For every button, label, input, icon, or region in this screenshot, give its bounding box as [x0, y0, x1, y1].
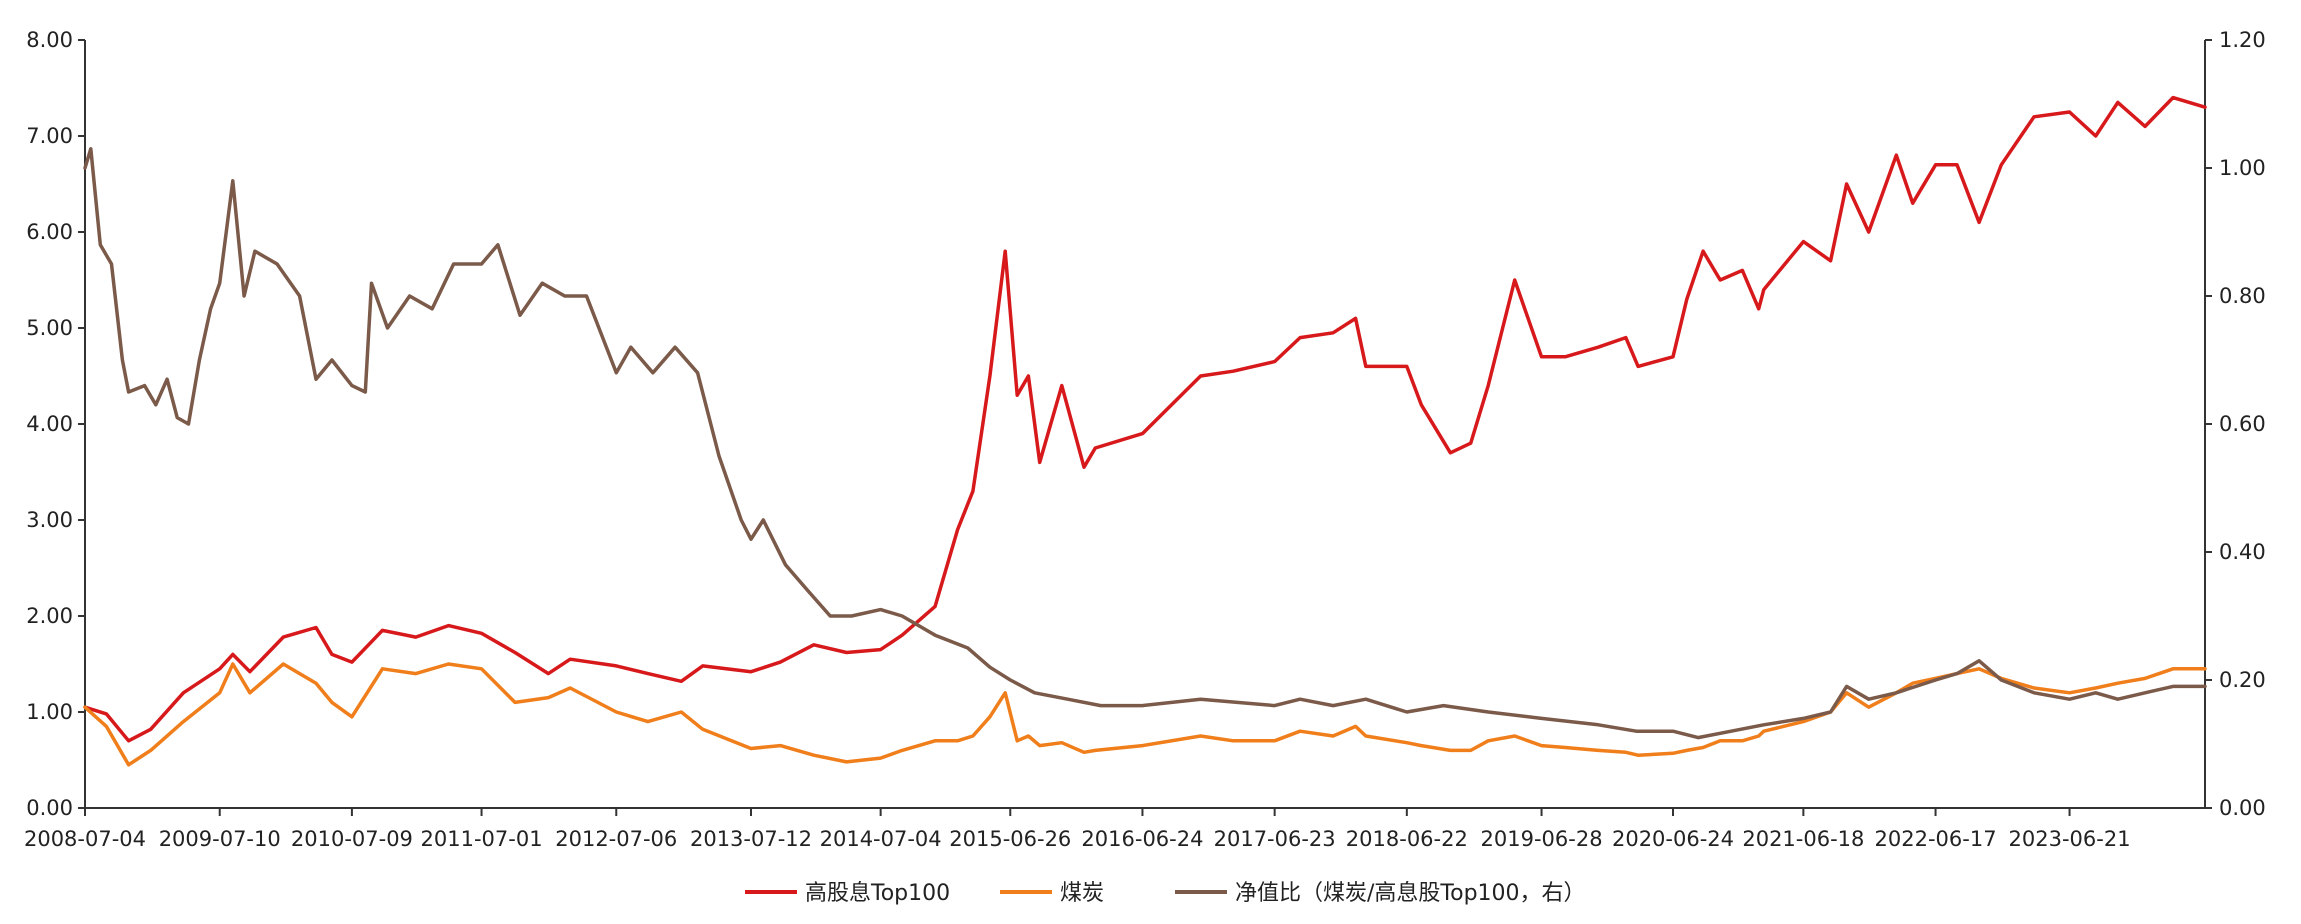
chart-legend: 高股息Top100 煤炭 净值比（煤炭/高息股Top100，右）: [745, 881, 1586, 906]
x-tick-label: 2023-06-21: [2009, 827, 2131, 851]
x-tick-label: 2015-06-26: [949, 827, 1071, 851]
chart-axes: 0.00 1.00 2.00 3.00 4.00 5.00 6.00 7.00 8.00 0.00…: [24, 28, 2266, 851]
x-tick-label: 2009-07-10: [159, 827, 281, 851]
left-y-tick-label: 1.00: [26, 700, 73, 724]
left-y-tick-label: 8.00: [26, 28, 73, 52]
left-y-tick-label: 2.00: [26, 604, 73, 628]
right-y-tick-label: 0.00: [2219, 796, 2266, 820]
right-y-tick-label: 1.20: [2219, 28, 2266, 52]
x-tick-label: 2013-07-12: [690, 827, 812, 851]
right-y-tick-label: 0.40: [2219, 540, 2266, 564]
left-y-tick-label: 6.00: [26, 220, 73, 244]
x-tick-label: 2008-07-04: [24, 827, 146, 851]
right-y-tick-label: 0.60: [2219, 412, 2266, 436]
series-line-1: [83, 662, 2207, 767]
x-tick-label: 2011-07-01: [421, 827, 543, 851]
legend-label-1: 煤炭: [1060, 881, 1104, 906]
series-line-0: [83, 95, 2207, 743]
x-tick-label: 2018-06-22: [1346, 827, 1468, 851]
series-line-2: [83, 147, 2207, 740]
x-tick-label: 2021-06-18: [1742, 827, 1864, 851]
right-y-tick-label: 0.80: [2219, 284, 2266, 308]
legend-label-2: 净值比（煤炭/高息股Top100，右）: [1235, 881, 1586, 906]
legend-label-0: 高股息Top100: [805, 881, 950, 906]
left-y-tick-label: 0.00: [26, 796, 73, 820]
left-y-tick-label: 3.00: [26, 508, 73, 532]
x-tick-label: 2017-06-23: [1214, 827, 1336, 851]
x-tick-label: 2022-06-17: [1875, 827, 1997, 851]
chart-series-lines: [83, 95, 2207, 767]
left-y-tick-label: 5.00: [26, 316, 73, 340]
x-tick-label: 2019-06-28: [1481, 827, 1603, 851]
right-y-tick-label: 0.20: [2219, 668, 2266, 692]
x-tick-label: 2014-07-04: [820, 827, 942, 851]
x-tick-label: 2012-07-06: [555, 827, 677, 851]
left-y-tick-label: 7.00: [26, 124, 73, 148]
x-tick-label: 2016-06-24: [1081, 827, 1203, 851]
left-y-tick-label: 4.00: [26, 412, 73, 436]
x-tick-label: 2020-06-24: [1612, 827, 1734, 851]
right-y-tick-label: 1.00: [2219, 156, 2266, 180]
x-tick-label: 2010-07-09: [291, 827, 413, 851]
